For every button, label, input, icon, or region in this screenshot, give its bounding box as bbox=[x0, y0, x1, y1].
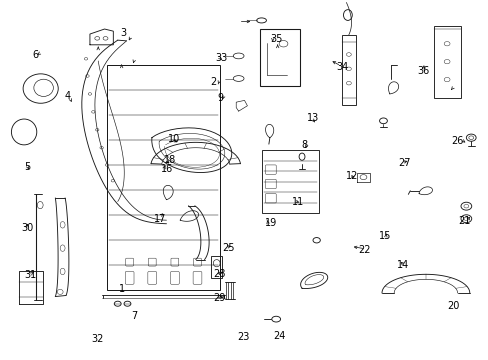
Text: 9: 9 bbox=[217, 93, 223, 103]
Text: 35: 35 bbox=[269, 35, 282, 44]
Text: 2: 2 bbox=[210, 77, 217, 87]
Text: 6: 6 bbox=[33, 50, 39, 60]
Text: 13: 13 bbox=[306, 113, 318, 123]
Text: 34: 34 bbox=[335, 62, 347, 72]
Text: 36: 36 bbox=[416, 66, 428, 76]
Text: 26: 26 bbox=[450, 136, 463, 145]
Text: 23: 23 bbox=[236, 332, 249, 342]
Text: 20: 20 bbox=[446, 301, 458, 311]
Text: 14: 14 bbox=[396, 260, 408, 270]
Text: 10: 10 bbox=[168, 135, 180, 144]
Bar bbox=[341, 35, 355, 105]
Text: 7: 7 bbox=[131, 311, 137, 320]
Text: 16: 16 bbox=[161, 164, 173, 174]
Text: 4: 4 bbox=[65, 91, 71, 101]
Text: 19: 19 bbox=[264, 218, 276, 228]
Text: 1: 1 bbox=[118, 284, 124, 294]
Text: 32: 32 bbox=[91, 333, 103, 343]
Text: 5: 5 bbox=[24, 162, 30, 172]
Text: 8: 8 bbox=[300, 140, 306, 150]
Text: 30: 30 bbox=[21, 224, 34, 233]
Text: 15: 15 bbox=[379, 231, 391, 240]
Bar bbox=[107, 65, 220, 291]
Bar bbox=[433, 26, 460, 98]
Text: 3: 3 bbox=[120, 28, 126, 38]
Bar bbox=[261, 150, 319, 213]
Text: 18: 18 bbox=[164, 155, 176, 165]
Text: 22: 22 bbox=[358, 245, 370, 255]
Text: 27: 27 bbox=[397, 158, 410, 168]
Text: 33: 33 bbox=[215, 53, 227, 63]
Text: 31: 31 bbox=[25, 270, 37, 280]
Text: 24: 24 bbox=[273, 331, 285, 341]
Text: 21: 21 bbox=[458, 216, 470, 226]
Bar bbox=[211, 256, 222, 278]
Bar bbox=[260, 30, 300, 86]
Text: 29: 29 bbox=[212, 293, 225, 303]
Text: 28: 28 bbox=[212, 269, 225, 279]
Text: 11: 11 bbox=[291, 197, 303, 207]
Text: 25: 25 bbox=[222, 243, 235, 253]
Text: 17: 17 bbox=[153, 215, 165, 224]
Text: 12: 12 bbox=[345, 171, 357, 181]
